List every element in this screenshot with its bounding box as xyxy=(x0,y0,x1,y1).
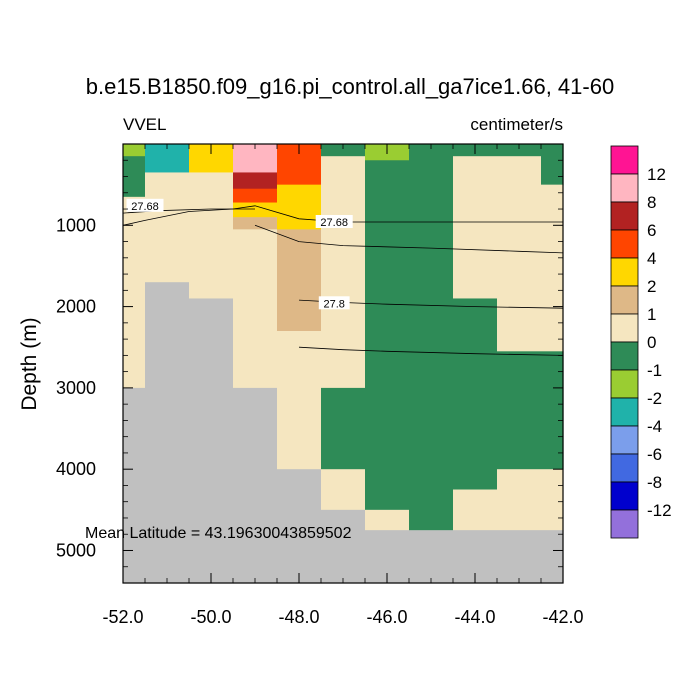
vvel-cell xyxy=(233,217,278,230)
colorbar-label: -6 xyxy=(647,445,662,464)
vvel-cell xyxy=(409,144,454,531)
land-cell xyxy=(189,298,234,584)
colorbar-label: 6 xyxy=(647,221,656,240)
vvel-cell xyxy=(365,509,410,531)
vvel-cell xyxy=(233,172,278,190)
colorbar-label: -12 xyxy=(647,501,672,520)
land-cell xyxy=(409,530,454,584)
vvel-cell xyxy=(541,184,564,352)
colorbar-label: 0 xyxy=(647,333,656,352)
vvel-cell xyxy=(321,387,366,470)
vvel-cell xyxy=(277,229,322,332)
land-cell xyxy=(321,509,366,584)
vvel-cell xyxy=(233,202,278,218)
x-tick-label: -46.0 xyxy=(366,607,407,627)
colorbar-box xyxy=(610,397,639,427)
colorbar-label: 4 xyxy=(647,249,656,268)
land-cell xyxy=(123,387,146,584)
contour-line xyxy=(122,208,255,214)
colorbar-box xyxy=(610,313,639,343)
colorbar: 12 8 6 4 2 1 0 -1 -2 -4 -6 -8 -12 xyxy=(610,145,672,539)
vvel-cell xyxy=(123,196,146,389)
vvel-cell xyxy=(497,144,542,157)
x-tick-label: -44.0 xyxy=(454,607,495,627)
vvel-cell xyxy=(541,469,564,531)
plot-cells xyxy=(123,144,564,584)
vvel-cell xyxy=(189,172,234,300)
vvel-cell xyxy=(123,144,146,157)
vvel-cell xyxy=(497,351,542,470)
vvel-cell xyxy=(321,469,366,511)
colorbar-box xyxy=(610,201,639,231)
colorbar-box xyxy=(610,257,639,287)
colorbar-label: 12 xyxy=(647,165,666,184)
chart-title: b.e15.B1850.f09_g16.pi_control.all_ga7ic… xyxy=(86,74,614,99)
vvel-cell xyxy=(321,156,366,389)
contour-line xyxy=(254,224,564,254)
y-tick-label: 2000 xyxy=(56,297,96,317)
colorbar-label: -2 xyxy=(647,389,662,408)
colorbar-box xyxy=(610,425,639,455)
colorbar-box xyxy=(610,509,639,539)
vvel-cell xyxy=(541,351,564,470)
y-tick-label: 4000 xyxy=(56,459,96,479)
vvel-cell xyxy=(365,160,410,511)
vvel-cell xyxy=(453,489,498,531)
x-tick-label: -48.0 xyxy=(278,607,319,627)
y-tick-label: 5000 xyxy=(56,540,96,560)
land-cell xyxy=(497,530,542,584)
colorbar-box xyxy=(610,453,639,483)
contour-labels: 27.68 27.68 27.8 xyxy=(126,198,353,310)
contour-label: 27.68 xyxy=(320,217,348,229)
contour-label: 27.68 xyxy=(131,201,159,213)
vvel-cell xyxy=(497,156,542,352)
units-label: centimeter/s xyxy=(470,115,563,134)
vvel-cell xyxy=(321,144,366,157)
colorbar-label: 1 xyxy=(647,305,656,324)
contour-line xyxy=(122,205,563,226)
contour-line xyxy=(298,346,564,356)
colorbar-label: -4 xyxy=(647,417,662,436)
colorbar-box xyxy=(610,285,639,315)
colorbar-box xyxy=(610,369,639,399)
x-tick-label: -42.0 xyxy=(542,607,583,627)
vvel-cell xyxy=(541,144,564,186)
vvel-cell xyxy=(277,330,322,470)
contour-label-background xyxy=(315,215,353,228)
colorbar-box xyxy=(610,173,639,203)
colorbar-label: 2 xyxy=(647,277,656,296)
vvel-cell xyxy=(277,184,322,230)
mean-latitude-annotation: Mean Latitude = 43.19630043859502 xyxy=(85,525,352,542)
contour-label-background xyxy=(126,198,164,212)
x-axis: -52.0 -50.0 -48.0 -46.0 -44.0 -42.0 xyxy=(102,144,584,627)
colorbar-box xyxy=(610,481,639,511)
vvel-cell xyxy=(123,156,146,198)
y-axis-label: Depth (m) xyxy=(18,317,41,410)
colorbar-label: 8 xyxy=(647,193,656,212)
vvel-cell xyxy=(497,469,542,531)
colorbar-box xyxy=(610,229,639,259)
y-tick-label: 3000 xyxy=(56,378,96,398)
colorbar-label: -1 xyxy=(647,361,662,380)
land-cell xyxy=(541,530,564,584)
x-tick-label: -52.0 xyxy=(102,607,143,627)
colorbar-label: -8 xyxy=(647,473,662,492)
land-cell xyxy=(233,387,278,584)
variable-label: VVEL xyxy=(123,115,166,134)
colorbar-box xyxy=(610,341,639,371)
y-axis: 1000 2000 3000 4000 5000 xyxy=(56,159,563,568)
land-cell xyxy=(277,469,322,584)
colorbar-box xyxy=(610,145,639,175)
x-tick-label: -50.0 xyxy=(190,607,231,627)
land-cell xyxy=(145,282,190,584)
contour-label: 27.8 xyxy=(323,298,344,310)
y-tick-label: 1000 xyxy=(56,215,96,235)
vvel-cell xyxy=(145,172,190,283)
contour-label-background xyxy=(318,296,350,310)
vvel-cell xyxy=(453,156,498,300)
vvel-cell xyxy=(453,298,498,491)
vvel-cell xyxy=(233,188,278,204)
vvel-cell xyxy=(233,229,278,389)
